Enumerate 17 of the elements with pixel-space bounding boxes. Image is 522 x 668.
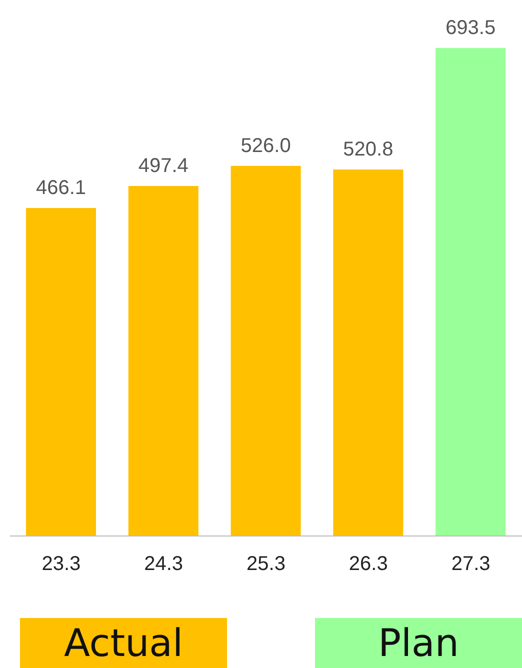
- text: Plan: [315, 618, 522, 668]
- bar: [26, 208, 96, 536]
- data-label: 693.5: [446, 17, 496, 39]
- x-tick-label: 27.3: [451, 553, 490, 576]
- data-label: 466.1: [36, 177, 86, 200]
- bar: [436, 48, 506, 536]
- x-tick-label: 23.3: [42, 553, 81, 576]
- data-label: 520.8: [343, 138, 394, 161]
- bar: [230, 166, 301, 536]
- data-label: 526.0: [240, 134, 291, 157]
- bar: [333, 170, 404, 536]
- x-tick-label: 26.3: [348, 553, 388, 576]
- text: Actual: [20, 618, 227, 668]
- x-tick-label: 24.3: [144, 553, 184, 576]
- x-tick-label: 25.3: [246, 553, 286, 576]
- bar: [128, 186, 198, 536]
- data-label: 497.4: [138, 154, 188, 177]
